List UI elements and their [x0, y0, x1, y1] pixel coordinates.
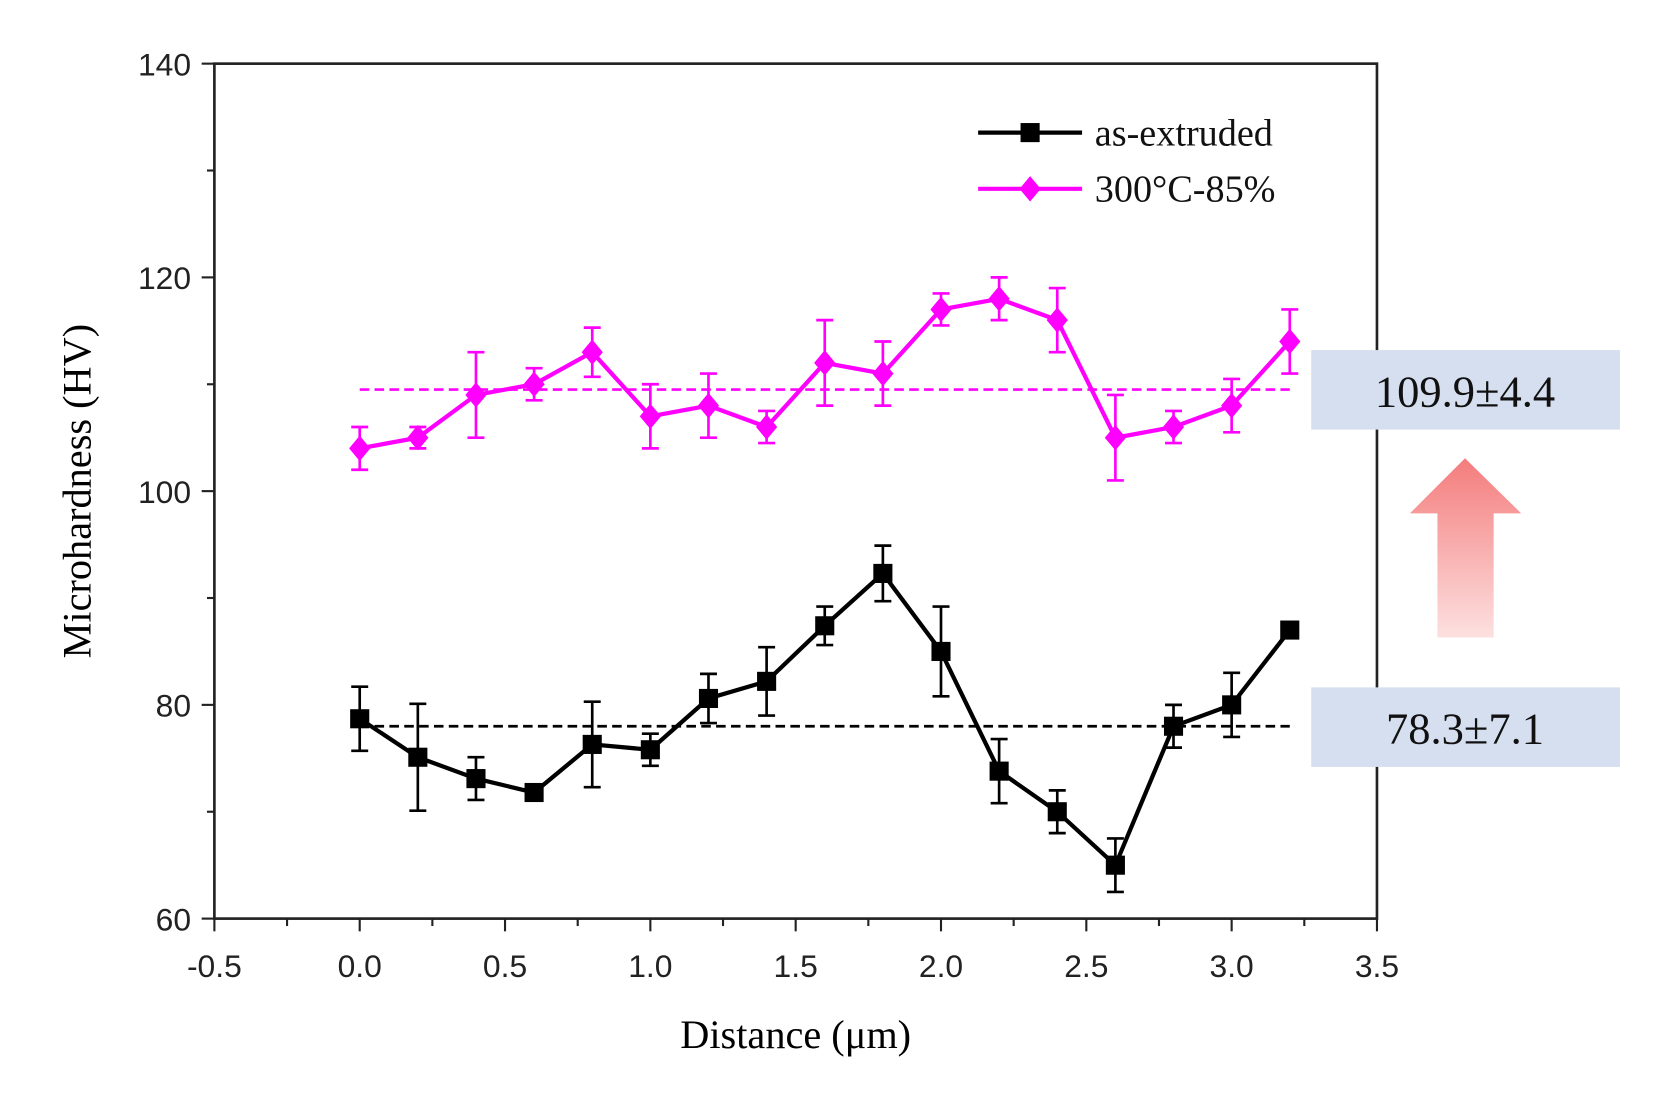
y-axis-label: Microhardness (HV) [54, 324, 99, 659]
x-tick-label: 2.0 [919, 948, 963, 984]
data-point [1104, 424, 1126, 451]
data-point [408, 747, 428, 767]
x-axis-label: Distance (μm) [680, 1012, 911, 1057]
data-point [465, 382, 487, 408]
data-point [697, 392, 720, 419]
data-point [349, 435, 371, 462]
x-tick-label: 2.5 [1064, 948, 1108, 984]
mean-annotation: 78.3±7.1 [1386, 704, 1544, 754]
data-point [1222, 695, 1242, 715]
legend-label: 300°C-85% [1095, 169, 1276, 211]
x-tick-label: 0.0 [338, 948, 382, 984]
data-point [582, 734, 602, 754]
data-point [1046, 307, 1068, 333]
x-tick-label: -0.5 [187, 948, 242, 984]
x-tick-label: 1.0 [628, 948, 672, 984]
data-point [640, 740, 660, 760]
data-point [407, 424, 429, 451]
y-tick-label: 80 [156, 688, 191, 724]
data-point [639, 403, 661, 430]
data-point [1279, 328, 1301, 355]
increase-arrow-icon [1409, 458, 1522, 638]
plot-area: -0.5 0.0 0.5 1.0 1.5 2.0 2.5 3.0 3.5 60 80 100 120 14… [138, 46, 1620, 984]
data-point [814, 350, 836, 376]
mean-annotation: 109.9±4.4 [1375, 366, 1555, 416]
legend-label: as-extruded [1095, 112, 1273, 154]
legend-marker [1020, 123, 1040, 143]
data-point [930, 296, 952, 323]
data-point [1163, 716, 1184, 736]
x-tick-label: 3.0 [1210, 948, 1254, 984]
y-tick-label: 100 [138, 474, 191, 510]
y-tick-label: 120 [138, 260, 191, 296]
x-tick-label: 1.5 [774, 948, 818, 984]
y-tick-label: 60 [156, 901, 191, 937]
data-point [1280, 620, 1300, 640]
data-point [872, 360, 894, 387]
data-point [931, 641, 951, 661]
data-point [581, 339, 603, 365]
x-tick-label: 0.5 [483, 948, 527, 984]
mean-annotation-box [1311, 350, 1620, 430]
data-point [815, 616, 835, 636]
data-point [466, 769, 486, 789]
data-point [989, 761, 1009, 781]
data-point [1047, 802, 1067, 822]
data-point [698, 688, 719, 709]
data-point [1162, 414, 1185, 440]
data-point [1105, 855, 1125, 875]
data-point [523, 371, 545, 397]
series-300c-85: 109.9±4.4 300°C-85% [349, 169, 1620, 482]
x-tick-label: 3.5 [1355, 948, 1399, 984]
y-tick-label: 140 [138, 46, 191, 82]
data-point [757, 671, 777, 691]
data-point [350, 709, 370, 729]
data-point [873, 563, 893, 583]
legend-marker [1019, 176, 1041, 202]
mean-annotation-box [1311, 687, 1620, 767]
data-point [524, 782, 544, 803]
data-point [988, 286, 1010, 312]
series-as-extruded: 78.3±7.1 as-extruded [350, 112, 1620, 894]
